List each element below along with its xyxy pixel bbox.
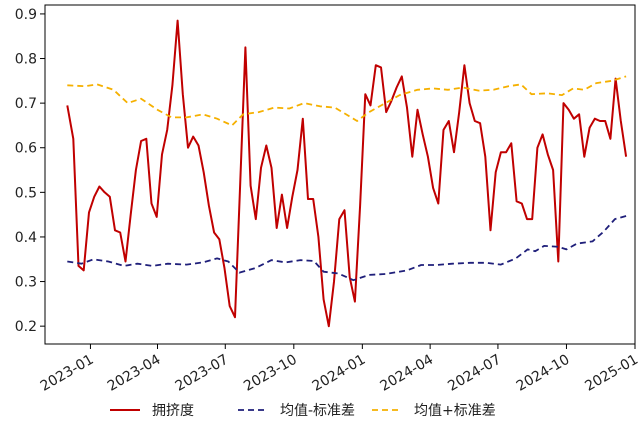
x-tick-label: 2024-01	[310, 352, 369, 395]
y-tick-label: 0.5	[15, 185, 37, 201]
x-tick-label: 2024-10	[514, 352, 573, 395]
y-tick-label: 0.9	[15, 7, 37, 23]
y-tick-label: 0.4	[15, 230, 37, 246]
x-tick-label: 2025-01	[582, 352, 640, 395]
series-line-3	[67, 75, 627, 127]
x-tick-label: 2023-01	[38, 352, 97, 395]
y-tick-label: 0.3	[15, 275, 37, 291]
x-tick-label: 2024-04	[377, 352, 436, 395]
series-lines	[66, 19, 628, 328]
legend-label-1: 拥挤度	[152, 403, 194, 419]
y-axis: 0.2 0.3 0.4 0.5 0.6 0.7 0.8 0.9	[15, 7, 45, 335]
x-axis: 2023-01 2023-04 2023-07 2023-10 2024-01 2024-…	[38, 344, 640, 395]
y-tick-label: 0.2	[15, 319, 37, 335]
plot-area	[44, 4, 636, 345]
x-tick-label: 2023-04	[105, 352, 164, 395]
y-tick-label: 0.6	[15, 141, 37, 157]
x-tick-label: 2024-07	[445, 352, 504, 395]
series-line-2	[67, 215, 627, 282]
x-tick-label: 2023-10	[241, 352, 300, 395]
series-line-1	[66, 19, 628, 328]
legend-label-2: 均值-标准差	[280, 403, 355, 419]
legend: 拥挤度 均值-标准差 均值+标准差	[110, 403, 496, 419]
legend-label-3: 均值+标准差	[414, 403, 496, 419]
x-tick-label: 2023-07	[173, 352, 232, 395]
y-tick-label: 0.8	[15, 52, 37, 68]
y-tick-label: 0.7	[15, 96, 37, 112]
